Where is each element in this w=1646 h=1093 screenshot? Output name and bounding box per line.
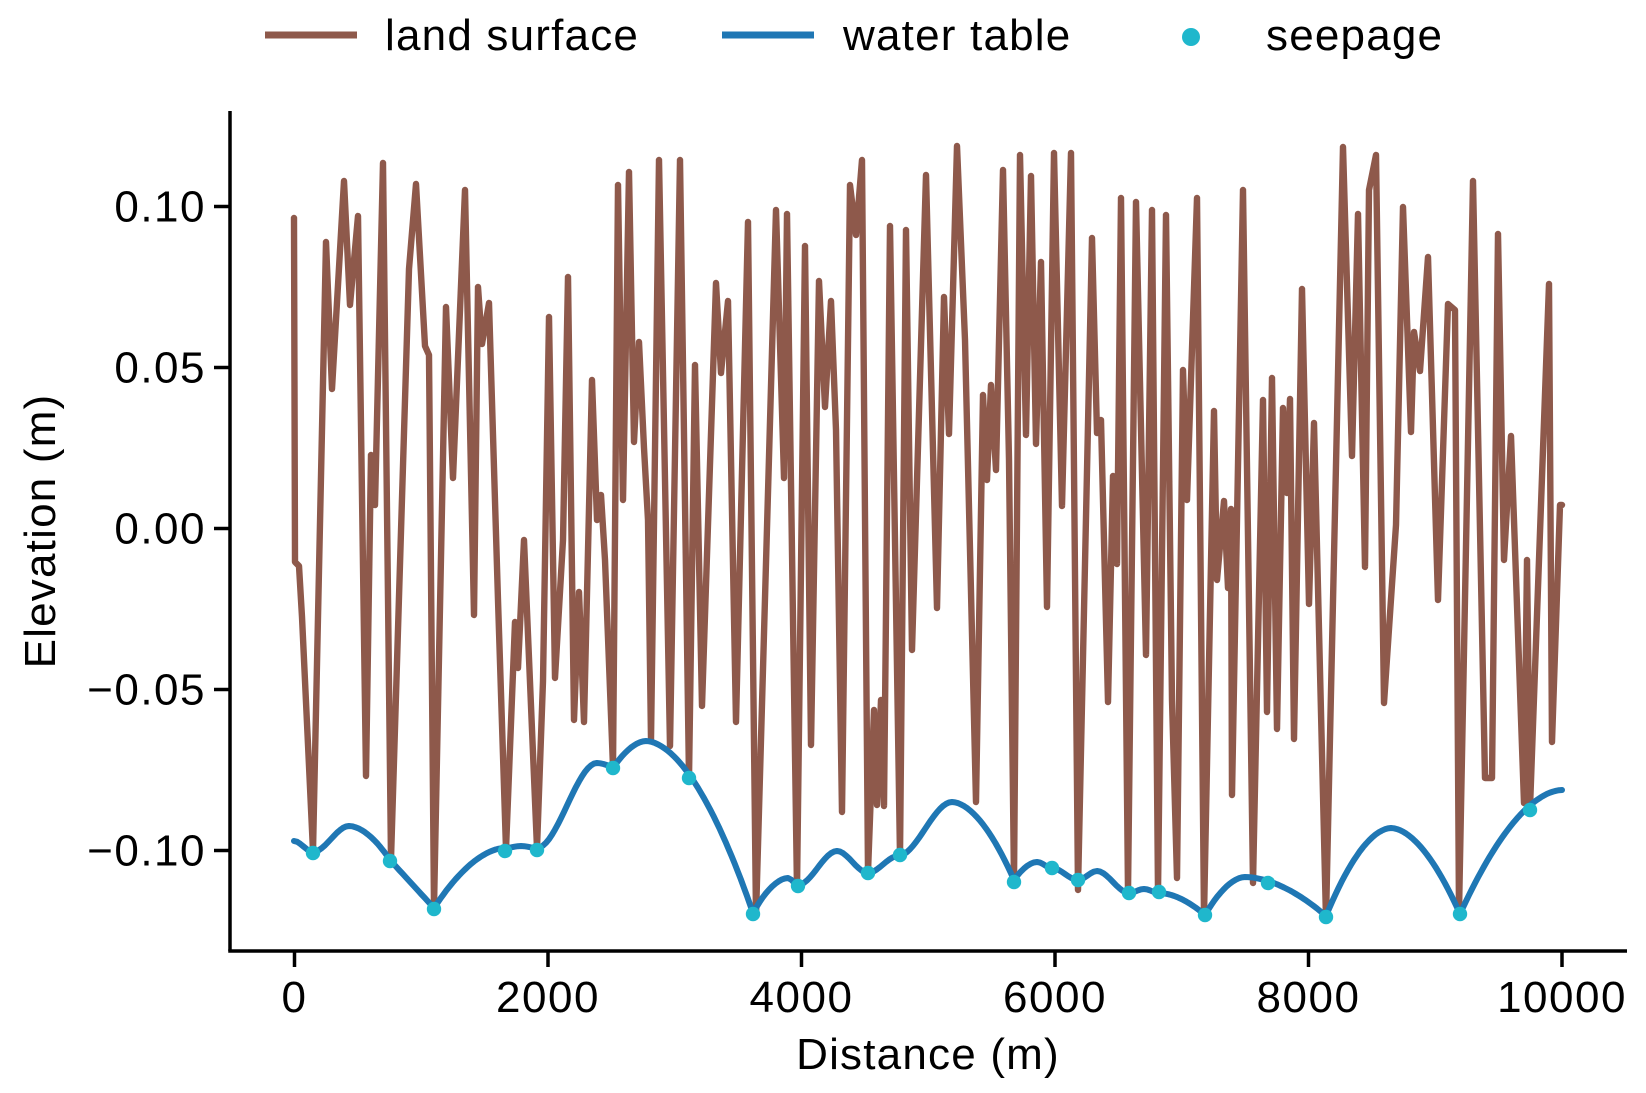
svg-text:water table: water table: [842, 11, 1071, 60]
svg-text:8000: 8000: [1257, 973, 1361, 1022]
svg-text:0.10: 0.10: [114, 183, 206, 232]
svg-text:−0.10: −0.10: [87, 827, 206, 876]
svg-text:6000: 6000: [1003, 973, 1107, 1022]
svg-text:Elevation (m): Elevation (m): [16, 394, 65, 669]
svg-text:−0.05: −0.05: [87, 666, 206, 715]
svg-text:4000: 4000: [750, 973, 854, 1022]
svg-text:land surface: land surface: [385, 11, 639, 60]
svg-text:seepage: seepage: [1266, 11, 1443, 60]
svg-text:2000: 2000: [496, 973, 600, 1022]
svg-text:Distance (m): Distance (m): [796, 1030, 1060, 1079]
svg-text:0.05: 0.05: [114, 344, 206, 393]
svg-text:0.00: 0.00: [114, 505, 206, 554]
svg-text:0: 0: [282, 973, 308, 1022]
svg-text:10000: 10000: [1497, 973, 1627, 1022]
